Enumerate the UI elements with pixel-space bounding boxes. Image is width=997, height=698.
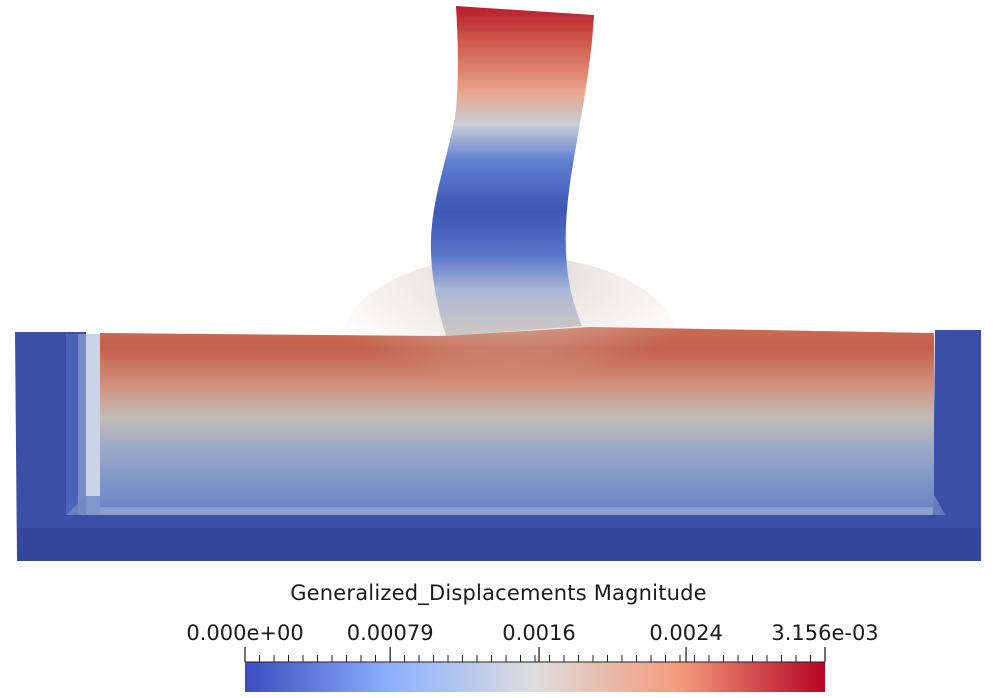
tick-label: 3.156e-03: [771, 621, 879, 645]
scalar-bar-title: Generalized_Displacements Magnitude: [290, 581, 707, 605]
scalar-bar[interactable]: [244, 647, 826, 692]
junction-glow: [340, 255, 680, 435]
bevel-left-light: [78, 334, 100, 515]
colormap-bar: [245, 662, 825, 692]
scalar-bar-ticks: [244, 647, 826, 663]
deformed-column: [430, 6, 594, 336]
mesh-model[interactable]: [15, 6, 981, 561]
tick-label: 0.0024: [649, 621, 723, 645]
base-bottom-band: [17, 528, 981, 561]
tick-label: 0.000e+00: [186, 621, 304, 645]
tick-label: 0.0016: [502, 621, 576, 645]
tick-label: 0.00079: [346, 621, 434, 645]
